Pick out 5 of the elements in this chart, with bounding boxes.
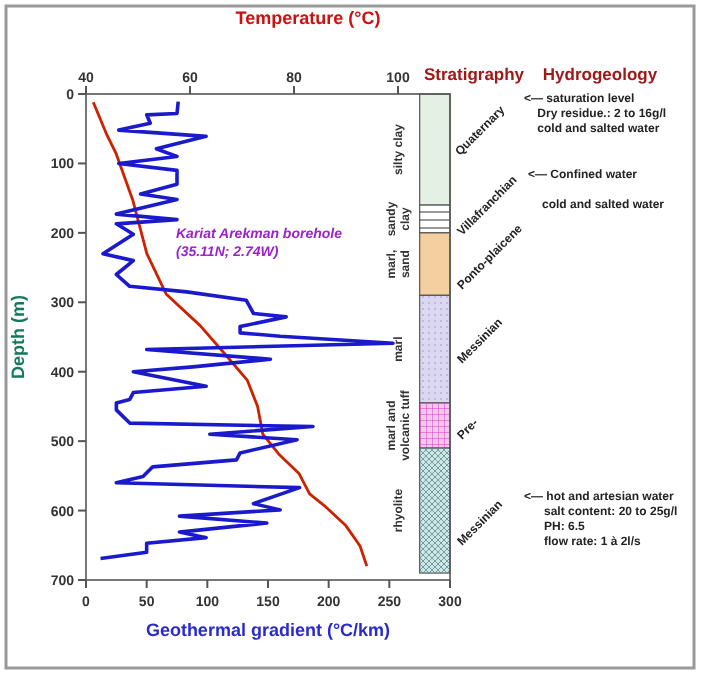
- x-axis-title: Geothermal gradient (°C/km): [145, 620, 391, 640]
- y-axis-title: Depth (m): [8, 295, 28, 379]
- x2-axis-title: Temperature (°C): [235, 8, 381, 28]
- text: Hydrogeology: [542, 64, 658, 84]
- text: Stratigraphy: [423, 64, 525, 84]
